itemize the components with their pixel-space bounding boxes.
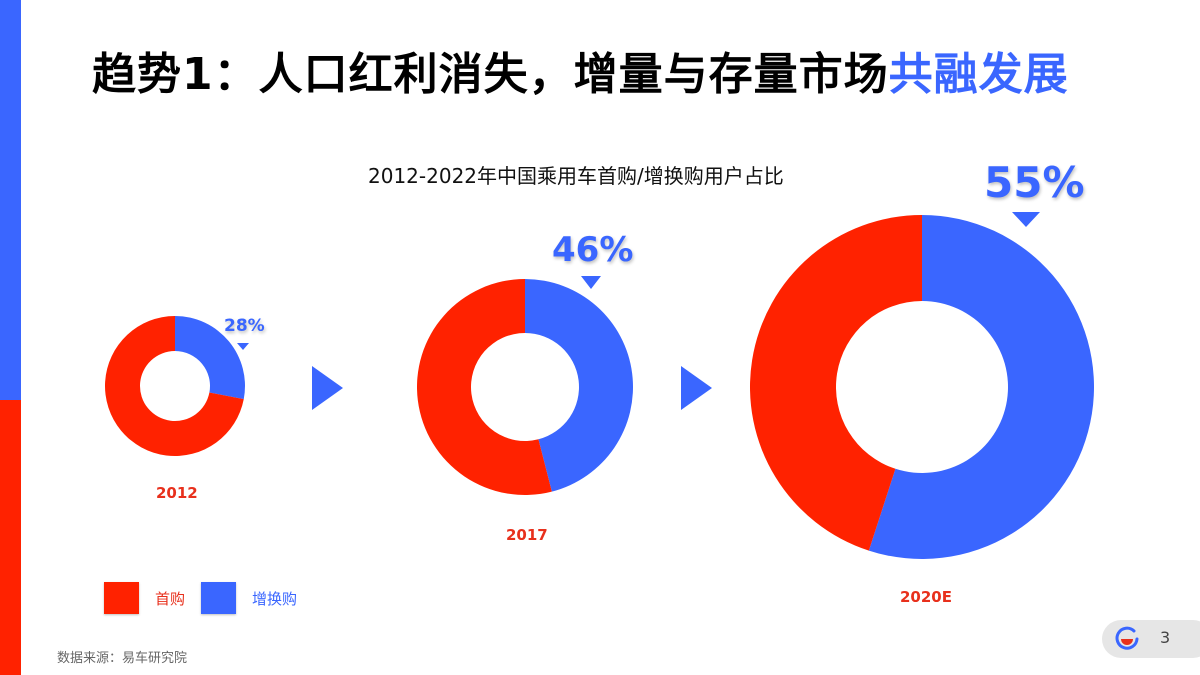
data-label-2012: 28% bbox=[224, 316, 265, 336]
year-label-2012: 2012 bbox=[156, 484, 198, 502]
sidebar-accent-red bbox=[0, 400, 21, 675]
donut-chart-2017 bbox=[417, 279, 634, 495]
donut-segment-upgrade-purchase bbox=[175, 316, 245, 400]
donut-segment-first-purchase bbox=[417, 279, 552, 495]
label-pointer-icon bbox=[237, 343, 249, 350]
legend-label-first-purchase: 首购 bbox=[155, 589, 186, 608]
chart-legend: 首购 增换购 bbox=[104, 582, 313, 614]
legend-swatch-first-purchase bbox=[104, 582, 139, 614]
data-label-2017: 46% bbox=[552, 230, 634, 270]
legend-label-upgrade-purchase: 增换购 bbox=[252, 589, 298, 608]
page-number: 3 bbox=[1160, 628, 1171, 647]
chart-title: 2012-2022年中国乘用车首购/增换购用户占比 bbox=[368, 164, 784, 188]
label-pointer-icon bbox=[1012, 212, 1040, 227]
donut-segment-first-purchase bbox=[749, 215, 922, 551]
arrow-right-icon bbox=[681, 366, 712, 410]
page-indicator bbox=[1102, 620, 1200, 658]
data-label-2020e: 55% bbox=[984, 158, 1085, 207]
arrow-right-icon bbox=[312, 366, 343, 410]
page-title-main: 趋势1：人口红利消失，增量与存量市场 bbox=[92, 49, 889, 100]
year-label-2017: 2017 bbox=[506, 526, 548, 544]
donut-segment-first-purchase bbox=[104, 316, 244, 456]
year-label-2020e: 2020E bbox=[900, 588, 952, 606]
sidebar-accent-blue bbox=[0, 0, 21, 400]
page-title: 趋势1：人口红利消失，增量与存量市场共融发展 bbox=[92, 38, 1069, 102]
data-source-note: 数据来源：易车研究院 bbox=[57, 651, 188, 666]
brand-logo-icon bbox=[1115, 626, 1139, 650]
donut-chart-2020e bbox=[749, 215, 1094, 559]
donut-chart-2012 bbox=[104, 316, 245, 456]
page-title-highlight: 共融发展 bbox=[888, 49, 1069, 100]
donut-segment-upgrade-purchase bbox=[868, 215, 1094, 559]
donut-segment-upgrade-purchase bbox=[525, 279, 634, 492]
label-pointer-icon bbox=[581, 276, 601, 289]
legend-swatch-upgrade-purchase bbox=[201, 582, 237, 614]
